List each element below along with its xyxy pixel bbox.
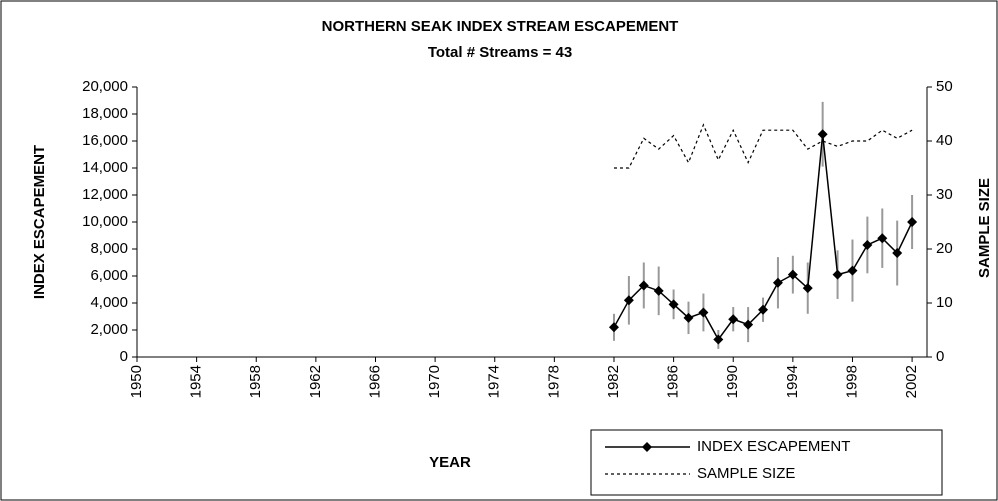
marker — [623, 295, 634, 306]
marker — [653, 285, 664, 296]
legend-marker — [642, 442, 652, 452]
x-tick-label: 1974 — [486, 365, 503, 398]
x-tick-label: 1958 — [247, 365, 264, 398]
x-tick-label: 1970 — [426, 365, 443, 398]
x-tick-label: 1990 — [724, 365, 741, 398]
series-line — [613, 123, 913, 169]
x-tick-label: 1950 — [128, 365, 145, 398]
y2-tick-label: 10 — [936, 294, 953, 311]
marker — [728, 314, 739, 325]
marker — [668, 299, 679, 310]
x-tick-label: 1978 — [545, 365, 562, 398]
marker — [892, 248, 903, 259]
y2-tick-label: 50 — [936, 78, 953, 95]
marker — [862, 239, 873, 250]
marker — [832, 269, 843, 280]
marker — [698, 307, 709, 318]
marker — [758, 304, 769, 315]
marker — [713, 334, 724, 345]
legend-box — [590, 429, 943, 496]
marker — [907, 217, 918, 227]
y2-tick-label: 40 — [936, 132, 953, 149]
y2-tick-label: 30 — [936, 186, 953, 203]
marker — [877, 233, 888, 244]
y-tick-label: 18,000 — [82, 105, 128, 122]
x-axis-title: YEAR — [429, 454, 471, 471]
marker — [772, 277, 783, 288]
y-tick-label: 2,000 — [90, 321, 128, 338]
marker — [743, 319, 754, 330]
legend-label: INDEX ESCAPEMENT — [697, 438, 850, 455]
y-tick-label: 6,000 — [90, 267, 128, 284]
x-tick-label: 1998 — [843, 365, 860, 398]
x-tick-label: 1982 — [605, 365, 622, 398]
y-tick-label: 10,000 — [82, 213, 128, 230]
legend-label: SAMPLE SIZE — [697, 465, 795, 482]
y-axis-title: INDEX ESCAPEMENT — [31, 145, 48, 299]
y2-axis-title: SAMPLE SIZE — [976, 178, 993, 278]
y-tick-label: 14,000 — [82, 159, 128, 176]
y-tick-label: 4,000 — [90, 294, 128, 311]
y2-tick-label: 20 — [936, 240, 953, 257]
marker — [847, 265, 858, 276]
x-tick-label: 1962 — [307, 365, 324, 398]
marker — [608, 322, 619, 333]
x-tick-label: 2002 — [903, 365, 920, 398]
y2-tick-label: 0 — [936, 348, 944, 365]
marker — [638, 280, 649, 291]
y-tick-label: 20,000 — [82, 78, 128, 95]
marker — [787, 269, 798, 280]
marker — [802, 283, 813, 294]
chart-subtitle: Total # Streams = 43 — [428, 44, 572, 61]
x-tick-label: 1966 — [366, 365, 383, 398]
y-tick-label: 0 — [120, 348, 128, 365]
y-tick-label: 16,000 — [82, 132, 128, 149]
marker — [683, 312, 694, 323]
x-tick-label: 1994 — [784, 365, 801, 398]
y-tick-label: 8,000 — [90, 240, 128, 257]
y-tick-label: 12,000 — [82, 186, 128, 203]
x-tick-label: 1954 — [188, 365, 205, 398]
x-tick-label: 1986 — [665, 365, 682, 398]
marker — [817, 129, 828, 140]
chart-title: NORTHERN SEAK INDEX STREAM ESCAPEMENT — [322, 18, 679, 35]
